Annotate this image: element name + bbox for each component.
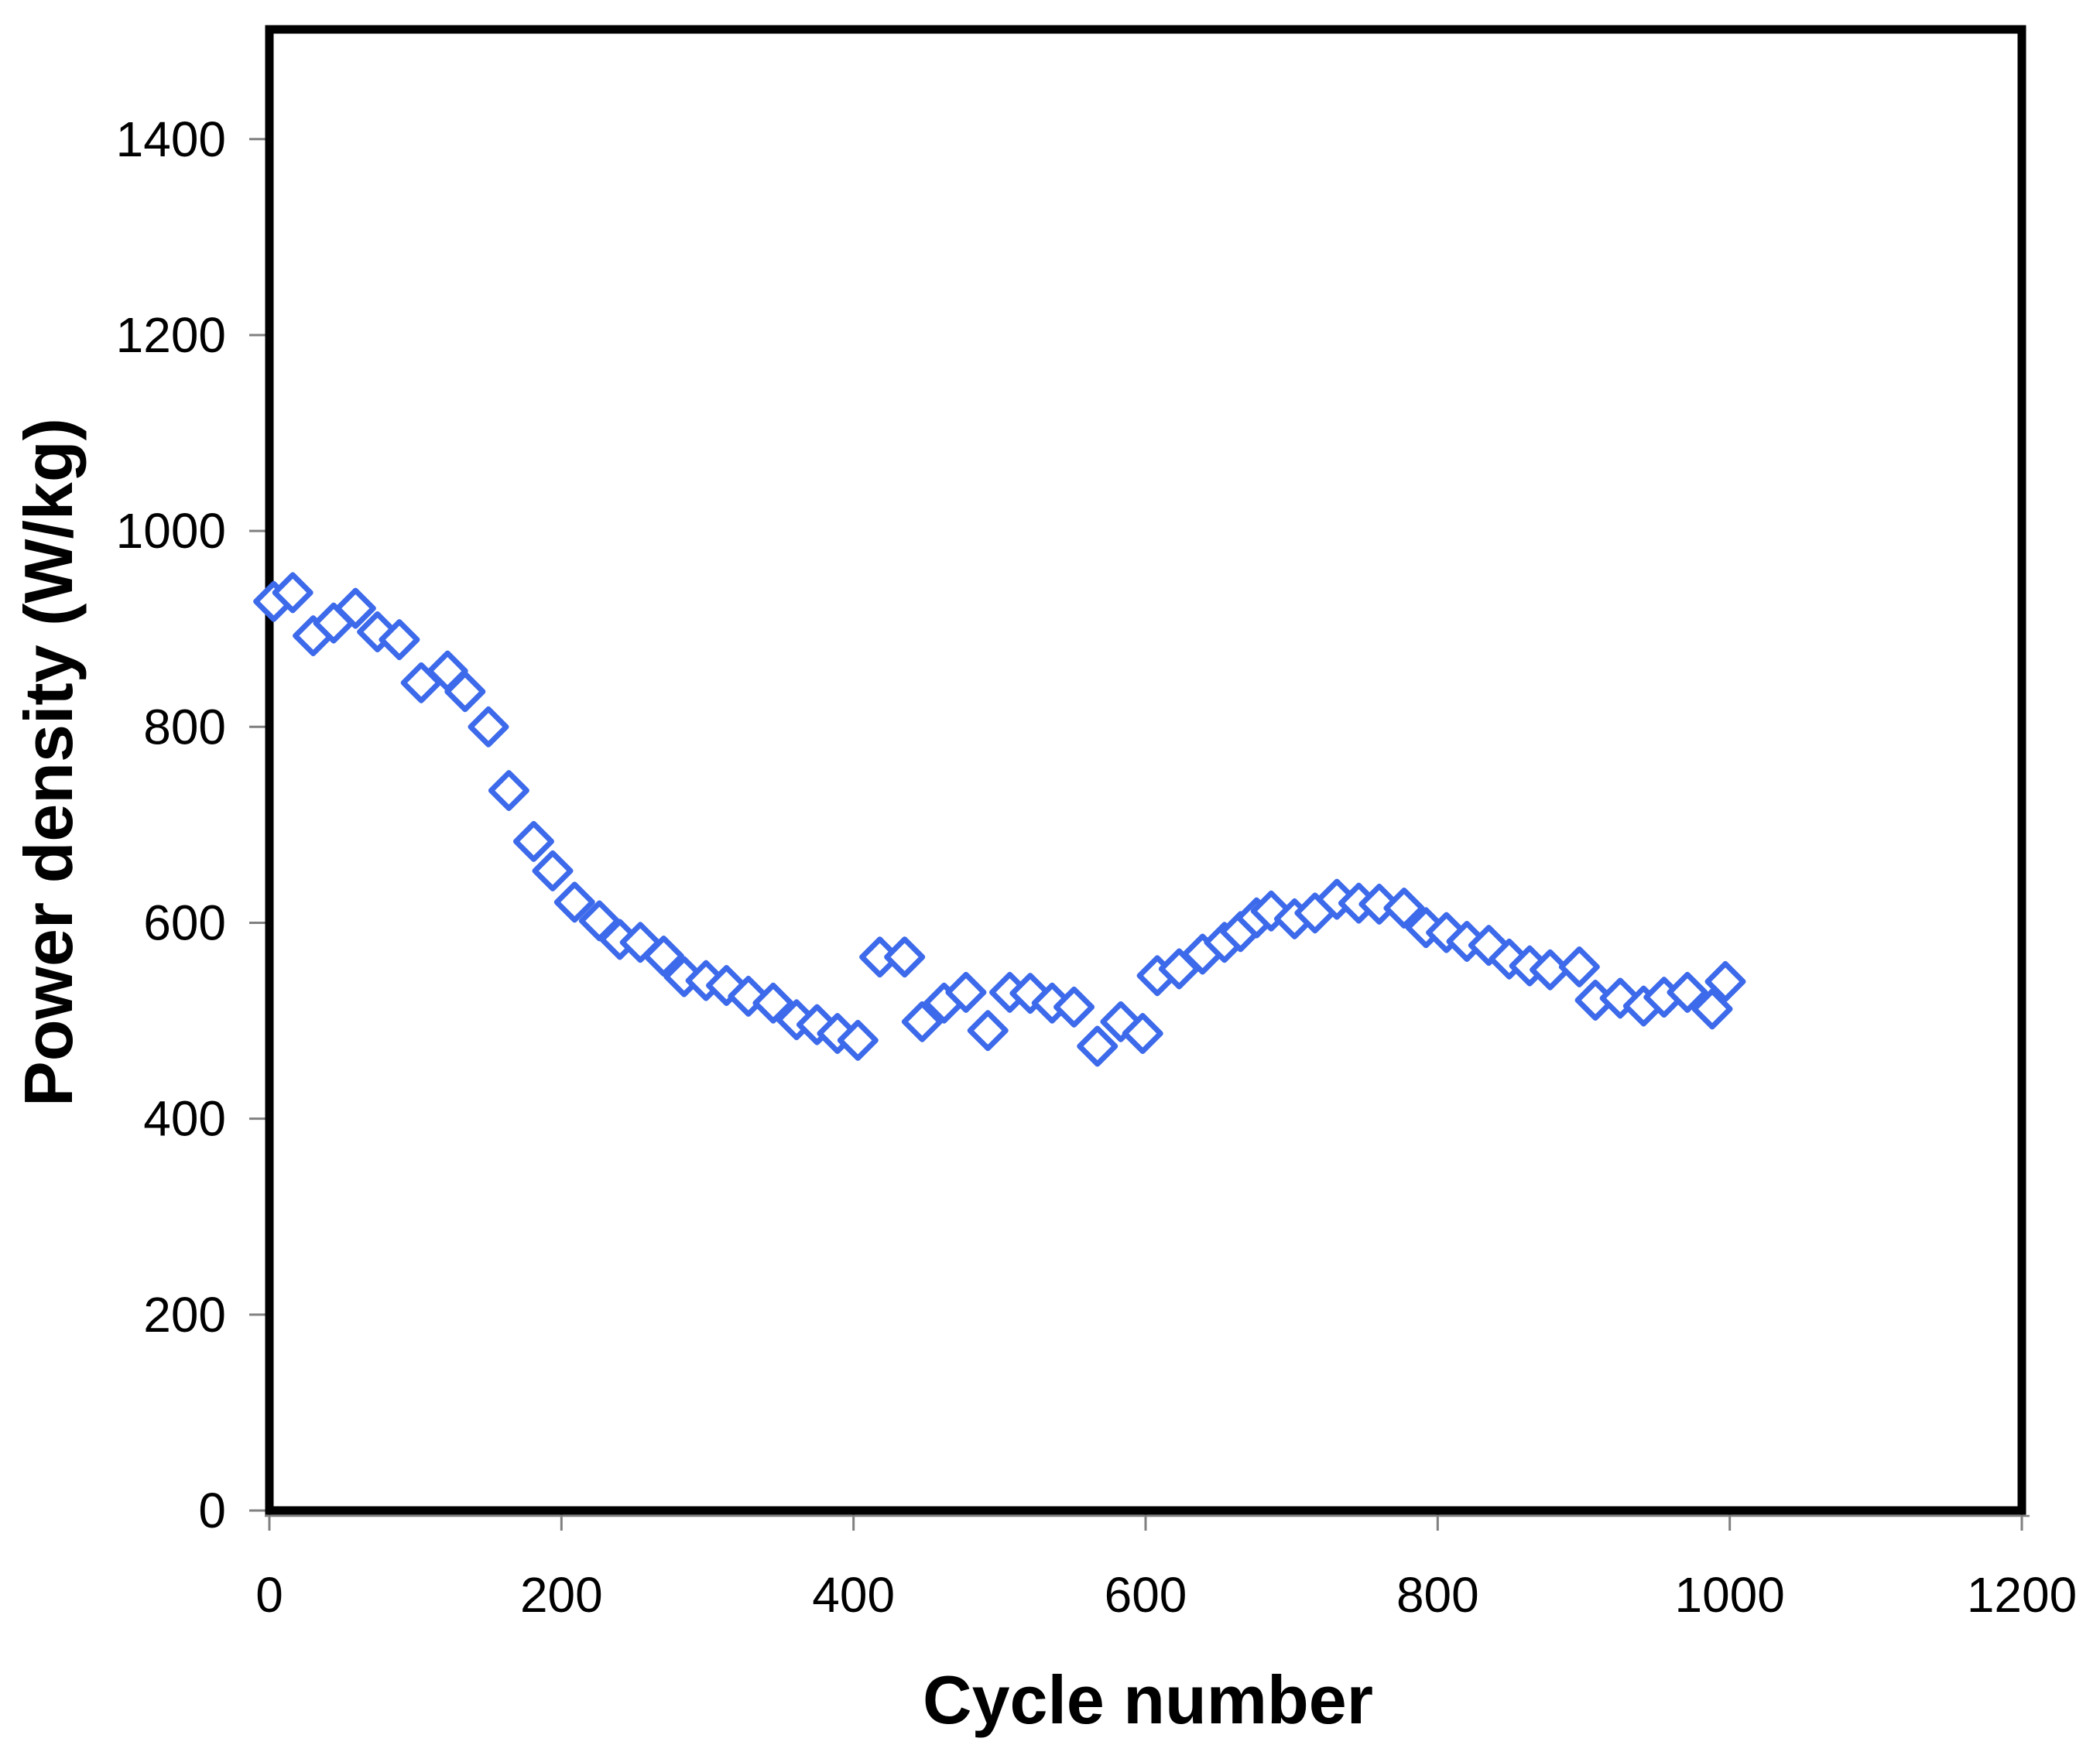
y-tick-label: 1400: [116, 111, 226, 167]
data-point: [334, 587, 376, 629]
data-point: [1122, 1013, 1163, 1055]
data-point: [1691, 988, 1733, 1030]
data-point: [468, 706, 509, 748]
data-point: [1704, 960, 1746, 1002]
data-point: [444, 671, 486, 713]
x-tick-label: 200: [520, 1567, 603, 1623]
data-point: [272, 572, 313, 614]
data-point: [1250, 890, 1292, 932]
data-point: [532, 850, 574, 891]
data-point: [837, 1019, 879, 1061]
data-point: [1077, 1025, 1119, 1067]
x-tick-label: 1000: [1674, 1567, 1784, 1623]
data-point: [488, 770, 529, 812]
x-tick-label: 1200: [1967, 1567, 2077, 1623]
data-point: [752, 982, 794, 1024]
data-point: [379, 619, 420, 661]
x-tick-label: 600: [1105, 1567, 1187, 1623]
data-point: [1468, 925, 1509, 967]
data-point: [728, 975, 769, 1017]
data-point: [1558, 946, 1600, 987]
x-tick-label: 800: [1396, 1567, 1479, 1623]
x-axis-title: Cycle number: [923, 1661, 1373, 1738]
data-point: [553, 881, 595, 923]
data-point: [901, 1001, 943, 1042]
y-tick-label: 1200: [116, 307, 226, 363]
data-point: [1599, 977, 1641, 1019]
y-axis-title: Power density (W/kg): [10, 418, 87, 1107]
data-point: [1100, 1001, 1142, 1042]
data-point: [884, 936, 926, 978]
data-point: [1053, 986, 1095, 1028]
y-tick-label: 400: [143, 1091, 226, 1147]
data-point: [945, 971, 987, 1013]
data-point: [1383, 887, 1425, 929]
data-point: [1667, 971, 1708, 1013]
y-tick-label: 800: [143, 699, 226, 754]
data-point: [512, 820, 554, 862]
data-point: [642, 936, 684, 977]
x-tick-label: 0: [255, 1567, 283, 1623]
plot-border: [265, 25, 2026, 1515]
data-point: [967, 1010, 1009, 1052]
y-tick-label: 0: [198, 1483, 226, 1538]
y-tick-label: 200: [143, 1287, 226, 1343]
y-tick-label: 1000: [116, 503, 226, 559]
x-tick-label: 400: [812, 1567, 895, 1623]
y-tick-label: 600: [143, 895, 226, 950]
data-point: [796, 1004, 838, 1045]
